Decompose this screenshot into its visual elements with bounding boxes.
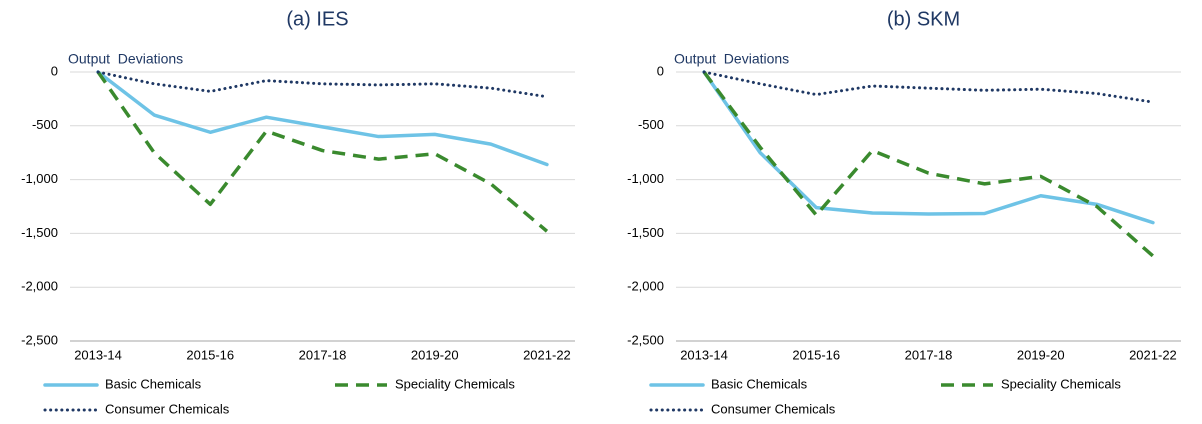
y-tick-label: -2,000 <box>627 279 664 294</box>
legend-label: Basic Chemicals <box>711 376 808 391</box>
axis-label: Output Deviations <box>68 51 183 67</box>
x-tick-label: 2017-18 <box>905 347 953 362</box>
x-tick-label: 2013-14 <box>680 347 728 362</box>
y-tick-label: -2,500 <box>21 332 58 347</box>
series-line <box>96 71 549 233</box>
legend-label: Consumer Chemicals <box>105 401 230 416</box>
series-line <box>702 70 1155 104</box>
chart-title: (b) SKM <box>887 8 960 30</box>
x-tick-label: 2013-14 <box>74 347 122 362</box>
x-tick-label: 2019-20 <box>1017 347 1065 362</box>
y-tick-label: 0 <box>657 63 664 78</box>
y-tick-label: 0 <box>51 63 58 78</box>
series-line <box>96 70 549 167</box>
axis-label: Output Deviations <box>674 51 789 67</box>
x-tick-label: 2021-22 <box>523 347 571 362</box>
y-tick-label: -2,500 <box>627 332 664 347</box>
x-tick-label: 2015-16 <box>792 347 840 362</box>
legend-label: Basic Chemicals <box>105 376 202 391</box>
y-tick-label: -1,000 <box>627 171 664 186</box>
legend-label: Speciality Chemicals <box>395 376 515 391</box>
x-tick-label: 2017-18 <box>299 347 347 362</box>
series-line <box>702 70 1155 258</box>
y-tick-label: -500 <box>32 117 58 132</box>
legend-label: Speciality Chemicals <box>1001 376 1121 391</box>
x-tick-label: 2021-22 <box>1129 347 1177 362</box>
y-tick-label: -2,000 <box>21 279 58 294</box>
legend-label: Consumer Chemicals <box>711 401 836 416</box>
y-tick-label: -1,000 <box>21 171 58 186</box>
series-line <box>702 70 1155 225</box>
y-tick-label: -1,500 <box>627 225 664 240</box>
x-tick-label: 2019-20 <box>411 347 459 362</box>
y-tick-label: -500 <box>638 117 664 132</box>
series-line <box>96 70 549 99</box>
chart-title: (a) IES <box>286 8 348 30</box>
y-tick-label: -1,500 <box>21 225 58 240</box>
x-tick-label: 2015-16 <box>186 347 234 362</box>
